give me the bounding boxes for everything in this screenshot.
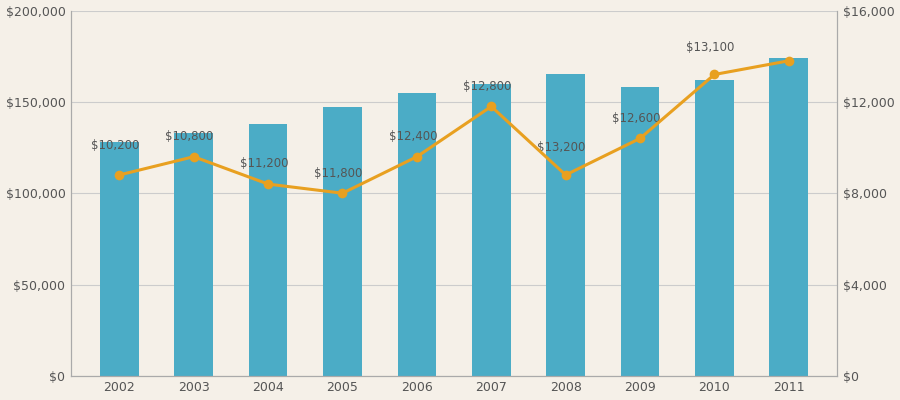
Text: $13,100: $13,100 (686, 41, 734, 54)
Text: $11,200: $11,200 (239, 157, 288, 170)
Bar (100, 142, 139, 376)
Bar (621, 87, 660, 376)
Bar (175, 133, 213, 376)
Text: $11,800: $11,800 (314, 166, 363, 180)
Bar (472, 84, 510, 376)
Text: $10,800: $10,800 (166, 130, 213, 143)
Bar (770, 58, 808, 376)
Text: $10,200: $10,200 (91, 139, 140, 152)
Text: $12,600: $12,600 (612, 112, 661, 125)
Text: $12,400: $12,400 (389, 130, 437, 143)
Bar (398, 93, 436, 376)
Text: $13,200: $13,200 (537, 142, 586, 154)
Bar (248, 124, 287, 376)
Bar (323, 107, 362, 376)
Text: $12,800: $12,800 (463, 80, 511, 93)
Bar (546, 74, 585, 376)
Bar (695, 80, 734, 376)
